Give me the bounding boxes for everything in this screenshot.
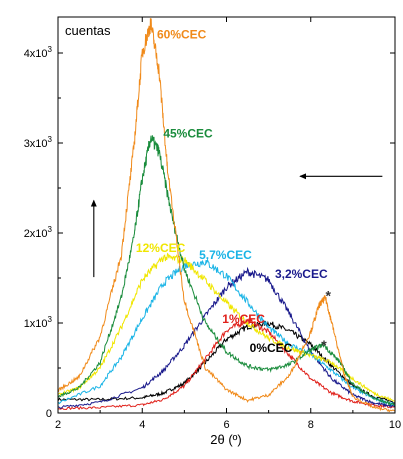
y-tick-label-exponent: 3 xyxy=(48,225,53,234)
series-line-5-7-cec xyxy=(57,257,396,407)
y-tick-label-exponent: 3 xyxy=(48,135,53,144)
series-label-12-cec: 12%CEC xyxy=(136,241,186,255)
asterisk-annotation: * xyxy=(321,337,327,353)
plot-frame xyxy=(57,16,396,414)
x-axis-title: 2θ (º) xyxy=(210,432,241,447)
series-label-5-7-cec: 5.7%CEC xyxy=(199,248,252,262)
labels-layer: 60%CEC 45%CEC 12%CEC 5.7%CEC 3,2%CEC 1%CEC 0%C… xyxy=(90,28,383,355)
series-label-0-cec: 0%CEC xyxy=(250,341,293,355)
y-tick-label: 2x103 xyxy=(24,225,53,240)
x-tick-label: 6 xyxy=(223,419,229,431)
series-line-12-cec xyxy=(57,252,396,402)
y-tick-label-exponent: 3 xyxy=(48,315,53,324)
series-label-3-2-cec: 3,2%CEC xyxy=(275,267,328,281)
series-line-1-cec xyxy=(57,318,396,411)
y-tick-label: 4x103 xyxy=(24,45,53,60)
y-tick-label-base: 1x10 xyxy=(24,318,48,330)
x-tick-label: 10 xyxy=(389,419,401,431)
y-tick-label-base: 0 xyxy=(46,408,52,420)
y-tick-label-base: 2x10 xyxy=(24,228,48,240)
series-line-0-cec xyxy=(57,319,396,404)
series-line-60-cec xyxy=(57,18,396,413)
series-layer xyxy=(57,18,396,413)
x-tick-label: 2 xyxy=(55,419,61,431)
series-label-1-cec: 1%CEC xyxy=(222,312,265,326)
y-tick-label: 1x103 xyxy=(24,315,53,330)
series-label-45-cec: 45%CEC xyxy=(163,127,213,141)
y-axis-title: cuentas xyxy=(65,23,111,38)
series-line-3-2-cec xyxy=(57,266,396,410)
x-tick-label: 4 xyxy=(139,419,145,431)
y-tick-label: 0 xyxy=(46,408,52,420)
series-line-45-cec xyxy=(57,135,396,406)
y-tick-label-base: 4x10 xyxy=(24,48,48,60)
x-tick-label: 8 xyxy=(308,419,314,431)
y-tick-label-base: 3x10 xyxy=(24,138,48,150)
y-tick-label-exponent: 3 xyxy=(48,45,53,54)
asterisk-annotation: * xyxy=(325,288,331,304)
series-label-60-cec: 60%CEC xyxy=(157,28,207,42)
y-tick-label: 3x103 xyxy=(24,135,53,150)
